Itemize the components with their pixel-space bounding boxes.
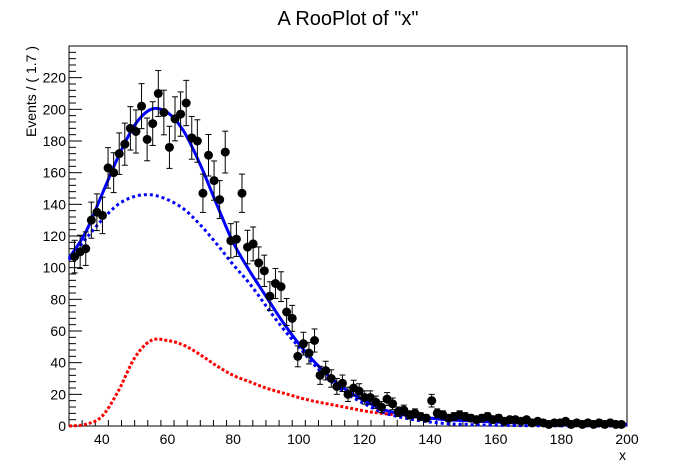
data-point [276, 282, 286, 292]
y-tick-label: 180 [43, 133, 67, 149]
data-point [137, 101, 147, 111]
y-tick-label: 160 [43, 165, 67, 181]
data-point [109, 168, 119, 178]
data-point [131, 127, 141, 136]
x-tick-label: 180 [550, 431, 574, 447]
data-point [388, 399, 398, 409]
data-point [354, 386, 364, 396]
data-point [215, 195, 225, 205]
y-tick-label: 200 [43, 101, 67, 117]
y-tick-label: 80 [50, 291, 66, 307]
y-axis: 0 20 40 60 80 100 120 140 160 180 200 220 [43, 45, 82, 434]
chart-title: A RooPlot of "x" [278, 8, 419, 30]
y-tick-label: 20 [50, 386, 66, 402]
x-axis: 40 60 80 100 120 140 160 180 200 [68, 420, 639, 447]
data-point [114, 149, 124, 159]
data-point [421, 413, 431, 423]
data-point [120, 139, 130, 149]
y-tick-label: 60 [50, 323, 66, 339]
data-point [148, 119, 158, 129]
data-point [265, 291, 275, 301]
data-point [198, 188, 208, 198]
x-tick-label: 100 [287, 431, 311, 447]
y-tick-label: 40 [50, 355, 66, 371]
data-point [153, 89, 163, 98]
data-point [337, 378, 347, 388]
data-point [204, 150, 213, 160]
x-tick-label: 120 [353, 431, 377, 447]
data-point [259, 266, 269, 276]
data-point [287, 313, 297, 323]
data-point [293, 351, 303, 361]
y-tick-label: 100 [43, 260, 67, 276]
x-tick-label: 80 [225, 431, 241, 447]
data-point [142, 134, 152, 144]
x-axis-title: x [619, 447, 626, 463]
data-point [298, 339, 308, 349]
y-tick-label: 140 [43, 196, 67, 212]
data-point [220, 147, 230, 157]
data-point [321, 366, 331, 376]
y-tick-label: 220 [43, 70, 67, 86]
data-point [176, 109, 186, 119]
data-point [326, 374, 336, 383]
data-point [181, 98, 191, 108]
data-point [616, 419, 626, 429]
data-point [310, 336, 320, 345]
data-point [237, 188, 247, 198]
y-tick-label: 0 [58, 418, 66, 434]
data-points [70, 70, 626, 429]
y-tick-label: 120 [43, 228, 67, 244]
data-point [427, 396, 437, 406]
data-point [248, 239, 258, 249]
x-tick-label: 40 [94, 431, 110, 447]
x-tick-label: 200 [615, 431, 639, 447]
data-point [343, 389, 353, 399]
data-point [164, 142, 174, 152]
data-point [231, 234, 241, 244]
data-point [282, 307, 292, 317]
data-point [376, 402, 386, 412]
data-point [97, 210, 107, 220]
data-point [86, 215, 96, 225]
data-point [209, 176, 219, 186]
data-point [192, 136, 202, 146]
data-point [304, 348, 314, 358]
x-tick-label: 140 [418, 431, 442, 447]
y-axis-title: Events / ( 1.7 ) [23, 46, 39, 137]
x-tick-label: 60 [160, 431, 176, 447]
x-tick-label: 160 [484, 431, 508, 447]
data-point [81, 244, 91, 254]
data-point [159, 108, 169, 117]
data-point [254, 258, 264, 268]
